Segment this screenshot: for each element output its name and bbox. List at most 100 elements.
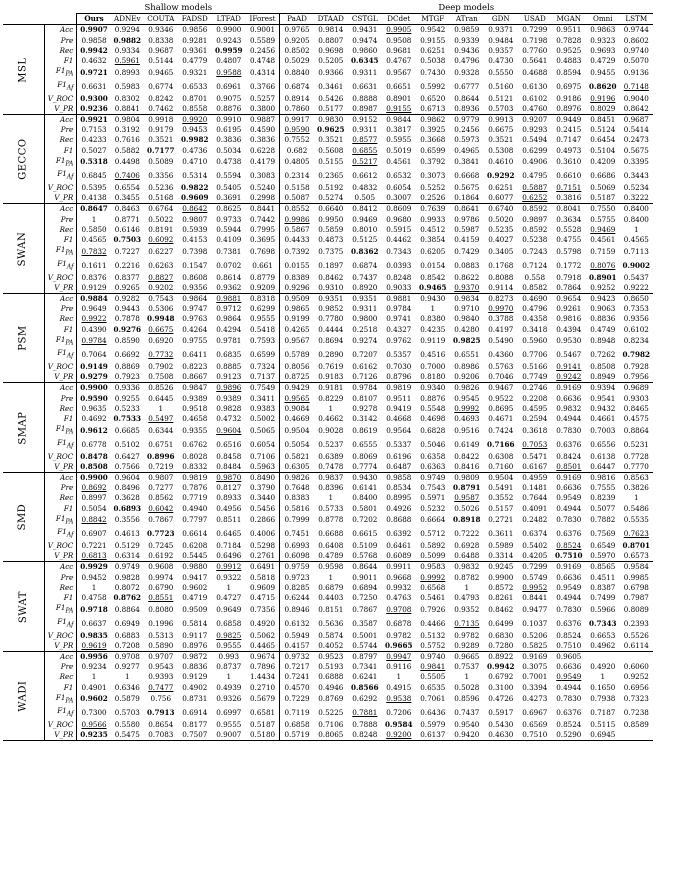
metric-label: V_PR [44, 730, 78, 741]
metric-label: F1 [44, 503, 78, 514]
table-cell: 0.7064 [81, 350, 107, 360]
table-cell: 0.7280 [488, 640, 514, 650]
metric-label: F1PA [44, 245, 78, 259]
table-cell: 0.5235 [488, 224, 514, 234]
table-cell: 0.9508 [386, 35, 412, 45]
table-cell: 0.4690 [517, 292, 552, 305]
table-cell: 0.7250 [352, 593, 378, 603]
table-cell: 0.8582 [522, 282, 548, 292]
table-cell: 0.8771 [114, 214, 140, 224]
table-cell: 0.1897 [318, 260, 344, 270]
table-cell: 0.4294 [216, 324, 242, 334]
table-cell: 0.2216 [114, 260, 140, 270]
table-cell: 0.7774 [352, 461, 378, 471]
table-cell: 0.9516 [454, 425, 480, 435]
table-cell: 0.6077 [488, 193, 514, 203]
table-cell: 0.5180 [245, 730, 281, 741]
table-cell: 0.7229 [284, 694, 310, 704]
table-cell: 0.5205 [318, 56, 344, 66]
table-cell: 0.5029 [284, 56, 310, 66]
metric-label: F1 [44, 235, 78, 246]
table-cell: 0.4767 [386, 56, 412, 66]
metric-label: Pre [44, 393, 78, 404]
table-cell: 1.4434 [245, 672, 281, 683]
table-cell: 0.9830 [313, 113, 348, 126]
metric-label: Rec [44, 403, 78, 415]
table-cell: 0.9880 [177, 561, 212, 573]
table-cell: 0.5548 [420, 403, 446, 413]
table-cell: 0.4613 [114, 529, 140, 539]
table-cell: 0.7533 [113, 414, 142, 424]
table-cell: 0.6668 [454, 171, 480, 181]
table-cell: 0.8667 [182, 372, 208, 382]
table-cell: 0.9339 [454, 35, 480, 45]
table-cell: 0.9974 [148, 572, 174, 582]
table-cell: 0.9265 [114, 282, 140, 292]
table-cell: 0.5971 [420, 493, 446, 503]
table-row: F1Af 0.1611 0.2216 0.6263 0.1547 0.0702 0.661 0… [3, 258, 653, 273]
table-cell: 0.4729 [590, 56, 616, 66]
table-cell: 0.5206 [522, 630, 548, 640]
table-cell: 0.9740 [415, 650, 450, 663]
table-cell: 0.1772 [556, 260, 582, 270]
table-cell: 0.8261 [488, 593, 514, 603]
table-cell: 0.4280 [454, 324, 480, 334]
metric-label: Acc [44, 650, 78, 663]
table-cell: 0.4962 [590, 640, 616, 650]
table-row: Rec 0.9635 0.5233 1 0.9518 0.9828 0.9383 0.9084… [3, 403, 653, 415]
table-cell: 0.4727 [216, 593, 242, 603]
table-cell: 0.5987 [454, 224, 480, 234]
table-cell: 0.6774 [148, 81, 174, 91]
table-cell: 0.7477 [148, 682, 174, 692]
table-cell: 0.8869 [114, 362, 140, 371]
metric-label: V_ROC [44, 541, 78, 552]
table-cell: 0.9708 [110, 650, 144, 663]
table-row: V_PR 0.4138 0.3455 0.5168 0.9609 0.3691 0.2998… [3, 193, 653, 204]
table-cell: 0.4590 [245, 125, 281, 136]
table-cell: 0.4915 [386, 682, 412, 692]
table-cell: 0.756 [150, 694, 172, 704]
table-cell: 0.5850 [81, 224, 107, 234]
table-cell: 0.8876 [216, 103, 242, 113]
table-cell: 0.4956 [216, 503, 242, 513]
table-cell: 0.7719 [182, 493, 208, 503]
table-cell: 0.4710 [182, 157, 208, 167]
table-cell: 0.5491 [488, 483, 514, 493]
table-cell: 0.6376 [556, 618, 582, 628]
table-cell: 0.3691 [216, 193, 242, 203]
table-cell: 0.9929 [76, 561, 111, 573]
table-cell: 0.9732 [279, 650, 314, 663]
table-cell: 0.2456 [454, 125, 480, 135]
table-cell: 0.7830 [556, 604, 582, 614]
table-cell: 0.3611 [488, 529, 514, 539]
table-cell: 0.7198 [522, 35, 548, 45]
table-cell: 0.9841 [420, 662, 446, 672]
table-cell: 0.6631 [81, 81, 107, 91]
metric-label: V_PR [44, 282, 78, 294]
metric-label: V_ROC [44, 183, 78, 194]
table-cell: 0.7902 [148, 362, 174, 371]
metric-label: F1Af [44, 437, 78, 452]
table-cell: 0.4940 [182, 503, 208, 513]
metric-label: V_ROC [44, 362, 78, 373]
table-cell: 0.0393 [386, 260, 412, 270]
table-cell: 0.4235 [420, 324, 446, 334]
table-cell: 0.9352 [454, 604, 480, 614]
table-cell: 0.7830 [556, 515, 582, 525]
table-cell: 0.5020 [488, 214, 514, 224]
table-cell: 0.9278 [352, 403, 378, 413]
table-cell: 0.9828 [114, 572, 140, 582]
table-cell: 0.9858 [81, 35, 107, 45]
table-cell: 0.4314 [245, 66, 281, 80]
table-cell: 0.8010 [352, 224, 378, 234]
table-cell: 0.9828 [216, 403, 242, 413]
table-cell: 0.5733 [318, 503, 344, 513]
table-row: Pre 0.9590 0.9255 0.6445 0.9389 0.9389 0.3411 0… [3, 393, 653, 404]
table-cell: 0.3790 [245, 483, 281, 494]
table-cell: 0.6573 [623, 551, 649, 561]
table-cell: 0.7137 [245, 372, 281, 383]
table-cell: 0.5034 [216, 145, 242, 155]
table-cell: 0.7243 [522, 246, 548, 256]
table-cell: 0.8572 [488, 582, 514, 592]
table-cell: 0.9847 [177, 382, 212, 394]
